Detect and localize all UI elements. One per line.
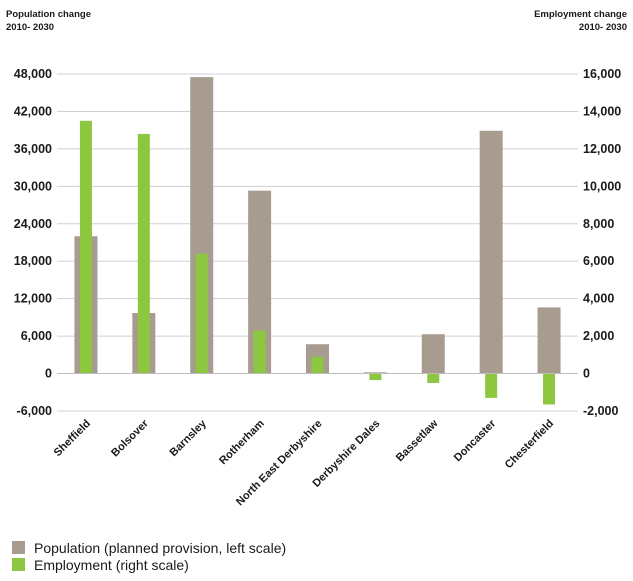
right-tick-label: 8,000 <box>583 217 614 231</box>
right-tick-label: 14,000 <box>583 104 621 118</box>
left-axis-title-line-1: Population change <box>6 9 91 20</box>
legend-swatch-population <box>12 541 25 554</box>
category-label: Sheffield <box>52 418 93 459</box>
category-label: Barnsley <box>167 417 209 459</box>
legend-item-population: Population (planned provision, left scal… <box>12 539 286 556</box>
right-tick-label: 0 <box>583 367 590 381</box>
employment-bar <box>427 373 440 383</box>
right-axis-title-line-1: Employment change <box>534 9 627 20</box>
left-axis-title: Population change 2010- 2030 <box>6 8 91 34</box>
right-tick-label: 10,000 <box>583 179 621 193</box>
legend-label-population: Population (planned provision, left scal… <box>34 539 287 556</box>
left-tick-label: 24,000 <box>14 217 52 231</box>
right-tick-label: 16,000 <box>583 67 621 81</box>
population-bar <box>421 334 445 374</box>
left-tick-label: 30,000 <box>14 179 52 193</box>
right-tick-label: 2,000 <box>583 329 614 343</box>
bar-chart: -6,000 -2,000 0 0 6,000 2,000 12,000 4,000 18,00… <box>14 67 622 508</box>
left-tick-label: 48,000 <box>14 67 52 81</box>
left-tick-label: 18,000 <box>14 254 52 268</box>
right-axis-title: Employment change 2010- 2030 <box>534 8 627 34</box>
legend-label-employment: Employment (right scale) <box>34 556 189 573</box>
left-axis-title-line-2: 2010- 2030 <box>6 22 55 33</box>
category-label: Bolsover <box>109 417 151 459</box>
employment-bar <box>137 133 150 374</box>
employment-bar <box>311 356 324 374</box>
left-tick-label: -6,000 <box>17 404 52 418</box>
population-bar <box>479 130 503 374</box>
right-axis-title-line-2: 2010- 2030 <box>578 22 627 33</box>
employment-bar <box>369 373 382 381</box>
population-bar <box>363 372 387 374</box>
right-tick-label: -2,000 <box>583 404 618 418</box>
left-tick-label: 42,000 <box>14 104 52 118</box>
chart-legend: Population (planned provision, left scal… <box>12 539 286 573</box>
employment-bar <box>485 373 498 398</box>
right-tick-label: 12,000 <box>583 142 621 156</box>
right-tick-label: 4,000 <box>583 292 614 306</box>
left-tick-label: 12,000 <box>14 292 52 306</box>
category-label: Chesterfield <box>503 418 556 471</box>
category-label: Bassetlaw <box>394 417 441 464</box>
left-tick-label: 36,000 <box>14 142 52 156</box>
left-tick-label: 6,000 <box>21 329 52 343</box>
population-bar <box>248 190 272 374</box>
legend-swatch-employment <box>12 558 25 571</box>
right-tick-label: 6,000 <box>583 254 614 268</box>
employment-bar <box>195 253 208 374</box>
employment-bar <box>79 120 92 374</box>
employment-bar <box>543 373 556 405</box>
category-label: Doncaster <box>452 417 499 464</box>
employment-bar <box>253 330 266 374</box>
legend-item-employment: Employment (right scale) <box>12 556 286 573</box>
category-label: Rotherham <box>217 417 267 467</box>
population-bar <box>537 307 561 374</box>
left-tick-label: 0 <box>45 367 52 381</box>
